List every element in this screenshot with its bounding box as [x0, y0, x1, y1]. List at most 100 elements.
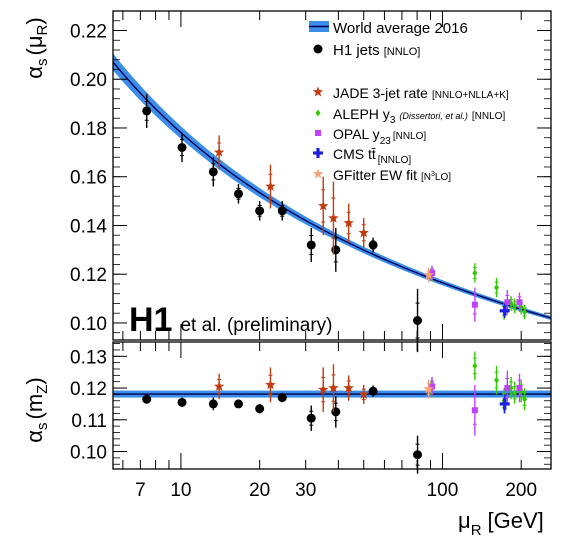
top-h1-marker-1: [177, 142, 187, 152]
top-ytick-label-4: 0.18: [70, 119, 107, 140]
bottom-h1-point-1: [177, 397, 187, 408]
lg-jade-glyph: [312, 86, 324, 97]
top-jade-marker-2: [317, 200, 329, 211]
legend-opal-name: OPAL y: [333, 126, 380, 142]
bottom-jade-point-5: [358, 384, 369, 404]
top-h1-marker-8: [368, 240, 378, 250]
legend-gfitter-label: GFitter EW fit [N3LO]: [333, 167, 451, 183]
top-jade-point-0: [213, 135, 225, 170]
top-ytick-label-1: 0.12: [70, 265, 107, 286]
top-jade-marker-1: [265, 180, 276, 191]
legend-gfitter-name: GFitter EW fit: [333, 167, 417, 183]
top-y-close: ): [22, 17, 47, 24]
top-h1-point-4: [255, 201, 265, 221]
bottom-h1-point-0: [142, 394, 152, 404]
bottom-aleph-point-1: [472, 351, 478, 381]
bottom-h1-marker-1: [177, 397, 187, 407]
top-gfitter-point-0: [423, 267, 434, 283]
lg-opal-glyph: [315, 130, 321, 136]
bottom-aleph-marker-2: [494, 376, 500, 384]
top-h1-point-6: [306, 227, 316, 263]
bottom-h1-marker-0: [142, 394, 152, 404]
top-ytick-label-5: 0.20: [70, 70, 107, 91]
legend-entry-h1: H1 jets [NNLO]: [313, 42, 421, 59]
top-jade-marker-3: [328, 212, 339, 223]
legend-entry-cms: CMS tt̄ [NNLO]: [313, 146, 411, 166]
top-jade-point-4: [343, 203, 354, 243]
bottom-opal-marker-0: [428, 383, 435, 390]
bottom-h1-marker-7: [331, 407, 341, 417]
bottom-h1-marker-3: [233, 399, 243, 409]
legend-cms-tag: [NNLO]: [378, 155, 412, 166]
bottom-h1-marker-9: [413, 450, 423, 460]
bottom-ytick-label-0: 0.10: [70, 443, 107, 464]
bottom-h1-marker-8: [368, 386, 378, 396]
legend-jade-name: JADE 3-jet rate: [333, 85, 428, 101]
bottom-ytick-label-3: 0.13: [70, 347, 107, 368]
lg-cms-glyph: [313, 148, 323, 158]
bottom-h1-point-3: [233, 399, 243, 409]
bottom-h1-marker-5: [277, 393, 287, 403]
top-opal-point-3: [516, 292, 523, 312]
top-opal-marker-3: [516, 299, 523, 306]
bottom-jade-marker-1: [265, 379, 276, 390]
axes: 0.10 0.12 0.14 0.16 0.18 0.20 0.22 0.10 0.11 0.12…: [70, 10, 552, 501]
legend-cms-marker: [313, 148, 323, 158]
top-h1-point-3: [233, 184, 243, 204]
top-h1-marker-9: [413, 316, 423, 326]
bottom-cms-marker-0: [499, 398, 510, 409]
top-h1-point-5: [277, 201, 287, 221]
top-aleph-point-7: [522, 304, 528, 320]
legend-aleph-tag: [NNLO]: [472, 111, 506, 122]
bottom-jade-point-4: [343, 375, 354, 401]
top-jade-marker-4: [343, 217, 354, 228]
top-ytick-label-2: 0.14: [70, 216, 107, 237]
bottom-jade-point-3: [328, 364, 339, 412]
top-aleph-point-5: [512, 298, 518, 314]
legend-aleph-sub: 3: [390, 115, 396, 126]
top-h1-point-8: [368, 237, 378, 253]
top-ytick-label-6: 0.22: [70, 21, 107, 42]
legend-h1-tag: [NNLO]: [384, 46, 421, 58]
xtick-label-3: 30: [295, 480, 316, 501]
top-h1-marker-6: [306, 240, 316, 250]
legend-gfitter-tag-post: LO]: [435, 172, 451, 183]
x-mu-sub: R: [471, 522, 482, 539]
top-jade-point-1: [265, 164, 276, 209]
bottom-h1-point-8: [368, 385, 378, 397]
h1-watermark: H1 et al. (preliminary): [129, 301, 333, 339]
bottom-opal-point-3: [516, 373, 523, 403]
bottom-ytick-label-2: 0.12: [70, 379, 107, 400]
bottom-panel-frame: [112, 341, 552, 470]
top-opal-marker-0: [428, 269, 435, 276]
bottom-jade-marker-2: [317, 384, 329, 395]
legend-cms-name: CMS tt̄: [333, 146, 376, 162]
lg-aleph-glyph: [315, 109, 321, 117]
top-y-alpha: α: [22, 66, 47, 79]
h1-logo-text: H1: [129, 301, 172, 339]
legend-opal-sub: 23: [380, 136, 392, 147]
bottom-h1-marker-4: [255, 404, 265, 414]
xtick-label-2: 20: [249, 480, 270, 501]
bottom-jade-point-2: [317, 367, 329, 412]
top-jade-marker-0: [213, 146, 225, 157]
bottom-opal-marker-3: [516, 385, 523, 392]
bottom-h1-point-4: [255, 403, 265, 414]
world-average-bands: [113, 53, 551, 398]
top-cms-point-0: [499, 303, 510, 319]
top-gfitter-marker-0: [423, 269, 434, 280]
bottom-y-alpha-sub: s: [34, 422, 51, 430]
bottom-ytick-label-1: 0.11: [71, 411, 107, 432]
x-axis-label: μR [GeV]: [458, 508, 544, 539]
legend-jade-label: JADE 3-jet rate [NNLO+NLLA+K]: [333, 85, 509, 101]
top-opal-point-1: [471, 287, 478, 322]
bottom-y-close: ): [22, 377, 47, 384]
bottom-h1-point-2: [208, 397, 218, 411]
top-panel-frame: [112, 10, 552, 341]
legend-jade-tag: [NNLO+NLLA+K]: [432, 90, 509, 101]
legend-gfitter-tag-sup: 3: [431, 171, 435, 178]
legend-gfitter-marker: [312, 168, 324, 179]
bottom-y-paren: (m: [22, 394, 47, 420]
top-cms-marker-0: [499, 305, 510, 316]
